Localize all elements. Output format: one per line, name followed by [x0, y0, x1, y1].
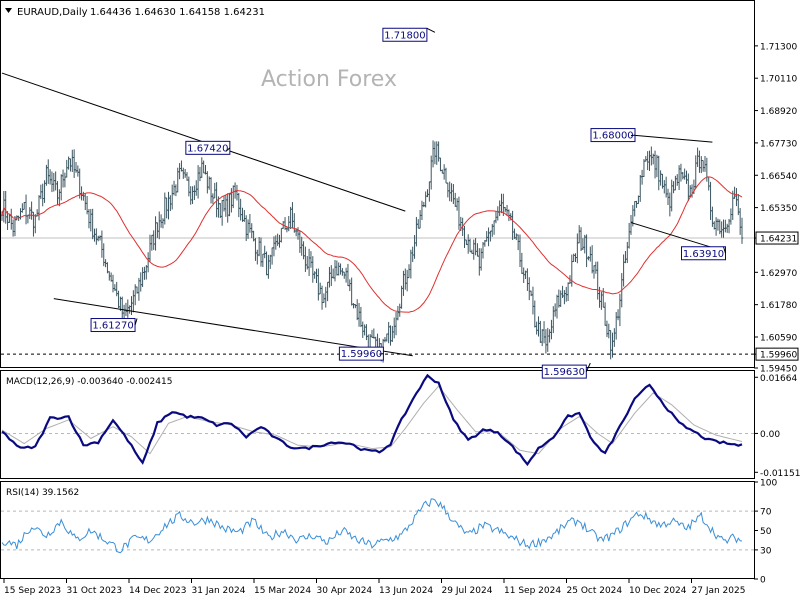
trendline	[53, 298, 413, 357]
macd-signal-line	[1, 385, 743, 455]
macd-line	[1, 373, 743, 467]
time-axis-label: 29 Jul 2024	[442, 586, 493, 596]
price-axis-label: 1.64231	[760, 235, 797, 245]
rsi-axis-label: 0	[760, 576, 766, 586]
rsi-axis-label: 30	[760, 546, 772, 556]
rsi-axis-label: 100	[760, 479, 777, 489]
time-axis-label: 15 Sep 2023	[4, 586, 61, 596]
time-axis-label: 10 Dec 2024	[629, 586, 687, 596]
price-annotation: 1.67420	[185, 140, 231, 155]
trendline	[627, 134, 713, 143]
price-axis-marker	[755, 347, 799, 361]
price-axis-label: 1.71300	[760, 42, 797, 52]
time-axis-label: 31 Oct 2023	[67, 586, 123, 596]
time-axis-label: 30 Apr 2024	[317, 586, 373, 596]
svg-text:1.68000: 1.68000	[592, 131, 633, 142]
price-axis-label: 1.70110	[760, 75, 797, 85]
price-annotation: 1.63910	[681, 246, 726, 261]
time-axis-label: 27 Jan 2025	[692, 586, 746, 596]
price-annotation: 1.61270	[90, 318, 138, 333]
macd-axis-label: -0.011515	[760, 469, 800, 479]
macd-panel	[0, 370, 755, 479]
macd-axis-label: 0.00	[760, 430, 780, 440]
price-bar	[740, 217, 744, 244]
time-axis-label: 31 Jan 2024	[192, 586, 246, 596]
svg-text:1.63910: 1.63910	[683, 249, 724, 260]
price-axis-label: 1.62970	[760, 269, 797, 279]
svg-text:1.59630: 1.59630	[544, 367, 585, 378]
price-panel	[0, 0, 755, 368]
price-axis-label: 1.59450	[760, 365, 797, 375]
svg-text:1.71800: 1.71800	[384, 30, 425, 41]
price-axis-label: 1.59960	[760, 351, 797, 361]
moving-average-line	[1, 176, 743, 313]
rsi-line	[1, 498, 743, 554]
svg-text:1.67420: 1.67420	[187, 143, 228, 154]
rsi-axis-label: 70	[760, 508, 772, 518]
chart-ohlc: 1.64436 1.64630 1.64158 1.64231	[90, 7, 265, 18]
dropdown-triangle-icon	[5, 8, 12, 13]
price-axis-marker	[755, 231, 799, 245]
price-annotation: 1.68000	[590, 128, 636, 143]
time-axis-label: 15 Mar 2024	[254, 586, 311, 596]
price-annotation: 1.59630	[541, 362, 591, 379]
time-axis-label: 14 Dec 2023	[129, 586, 187, 596]
price-annotation: 1.71800	[382, 27, 436, 42]
svg-text:1.59960: 1.59960	[341, 349, 382, 360]
macd-title: MACD(12,26,9) -0.003640 -0.002415	[6, 377, 172, 387]
price-annotation: 1.59960	[338, 346, 384, 361]
price-axis-label: 1.61780	[760, 301, 797, 311]
macd-axis-label: 0.01664	[760, 374, 797, 384]
time-axis-label: 11 Sep 2024	[504, 586, 561, 596]
svg-text:1.61270: 1.61270	[92, 321, 133, 332]
price-axis-label: 1.68920	[760, 107, 797, 117]
time-axis-label: 13 Jun 2024	[379, 586, 433, 596]
time-axis-label: 25 Oct 2024	[567, 586, 623, 596]
price-axis-label: 1.60590	[760, 334, 797, 344]
trendline	[630, 222, 713, 249]
price-axis-label: 1.65350	[760, 204, 797, 214]
chart-symbol: EURAUD,Daily	[17, 7, 88, 18]
rsi-axis-label: 50	[760, 527, 772, 537]
price-axis-label: 1.67730	[760, 139, 797, 149]
rsi-title: RSI(14) 39.1562	[6, 488, 79, 498]
watermark: Action Forex	[261, 67, 397, 92]
price-axis-label: 1.66540	[760, 172, 797, 182]
